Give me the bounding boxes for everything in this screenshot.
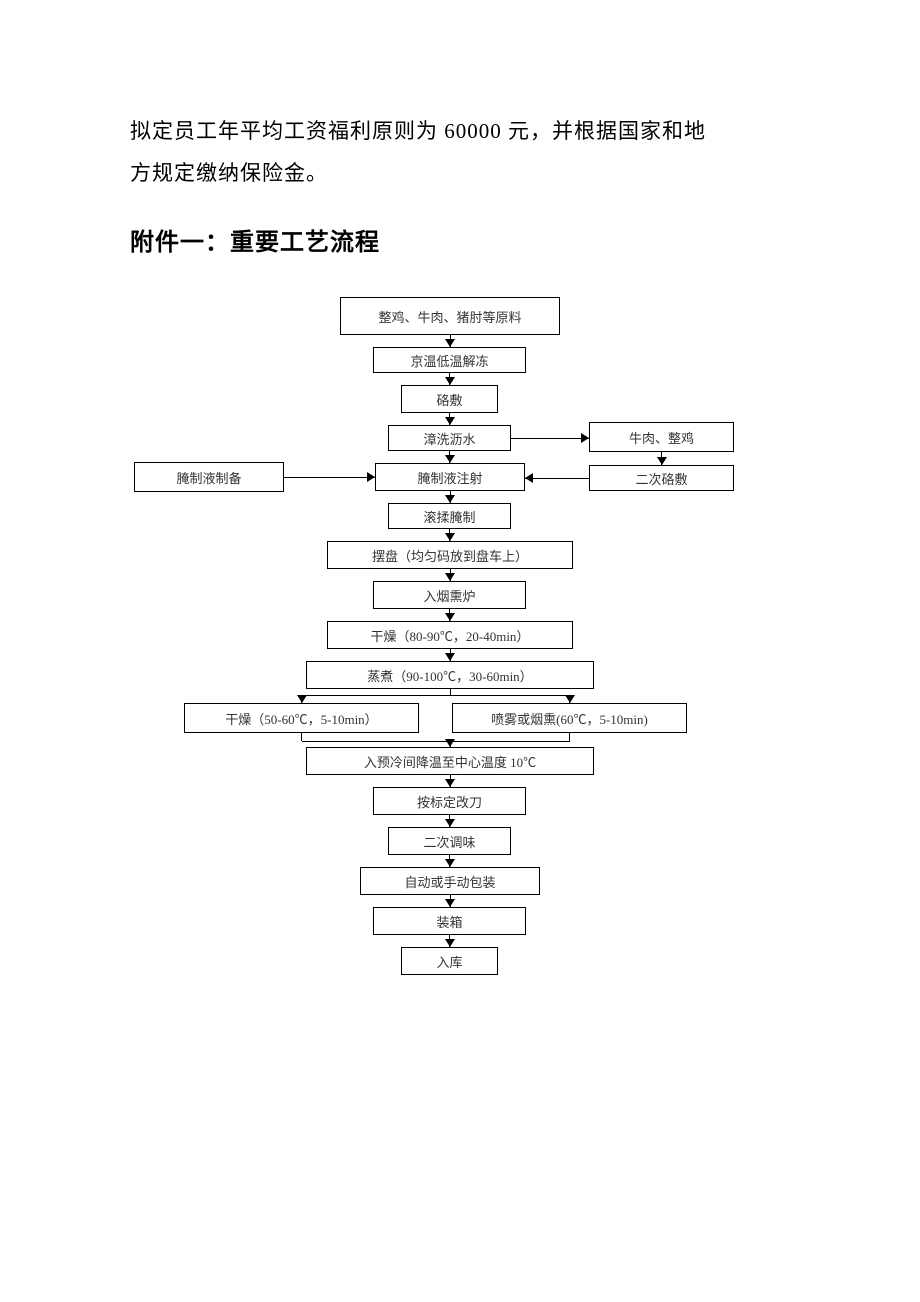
intro-line2: 方规定缴纳保险金。 [130, 161, 328, 185]
flow-node-n4: 漳洗沥水 [388, 425, 511, 451]
flow-node-n11b: 喷雾或烟熏(60℃，5-10min) [452, 703, 687, 733]
flow-node-n13: 按标定改刀 [373, 787, 526, 815]
flow-node-n1: 整鸡、牛肉、猪肘等原料 [340, 297, 560, 335]
section-heading: 附件一：重要工艺流程 [130, 222, 800, 257]
intro-paragraph: 拟定员工年平均工资福利原则为 60000 元，并根据国家和地 方规定缴纳保险金。 [130, 110, 800, 194]
flow-node-n8: 入烟熏炉 [373, 581, 526, 609]
flow-node-n15: 自动或手动包装 [360, 867, 540, 895]
flow-node-n3: 硌敷 [401, 385, 498, 413]
flow-node-n5: 腌制液注射 [375, 463, 525, 491]
flow-node-n2: 京温低温解冻 [373, 347, 526, 373]
flow-node-n10: 蒸煮（90-100℃，30-60min） [306, 661, 594, 689]
flow-node-n6: 滚揉腌制 [388, 503, 511, 529]
intro-line1: 拟定员工年平均工资福利原则为 60000 元，并根据国家和地 [130, 119, 706, 143]
flow-node-n14: 二次调味 [388, 827, 511, 855]
flow-node-n17: 入库 [401, 947, 498, 975]
flow-node-n9: 干燥（80-90℃，20-40min） [327, 621, 573, 649]
flow-node-n11a: 干燥（50-60℃，5-10min） [184, 703, 419, 733]
flow-node-n12: 入预冷间降温至中心温度 10℃ [306, 747, 594, 775]
flow-node-n7: 摆盘（均匀码放到盘车上） [327, 541, 573, 569]
flow-node-n5b: 二次硌敷 [589, 465, 734, 491]
flow-node-n5a: 腌制液制备 [134, 462, 284, 492]
flow-node-n4a: 牛肉、整鸡 [589, 422, 734, 452]
flow-node-n16: 装箱 [373, 907, 526, 935]
process-flowchart: 整鸡、牛肉、猪肘等原料京温低温解冻硌敷漳洗沥水牛肉、整鸡腌制液制备腌制液注射二次… [130, 297, 800, 1197]
